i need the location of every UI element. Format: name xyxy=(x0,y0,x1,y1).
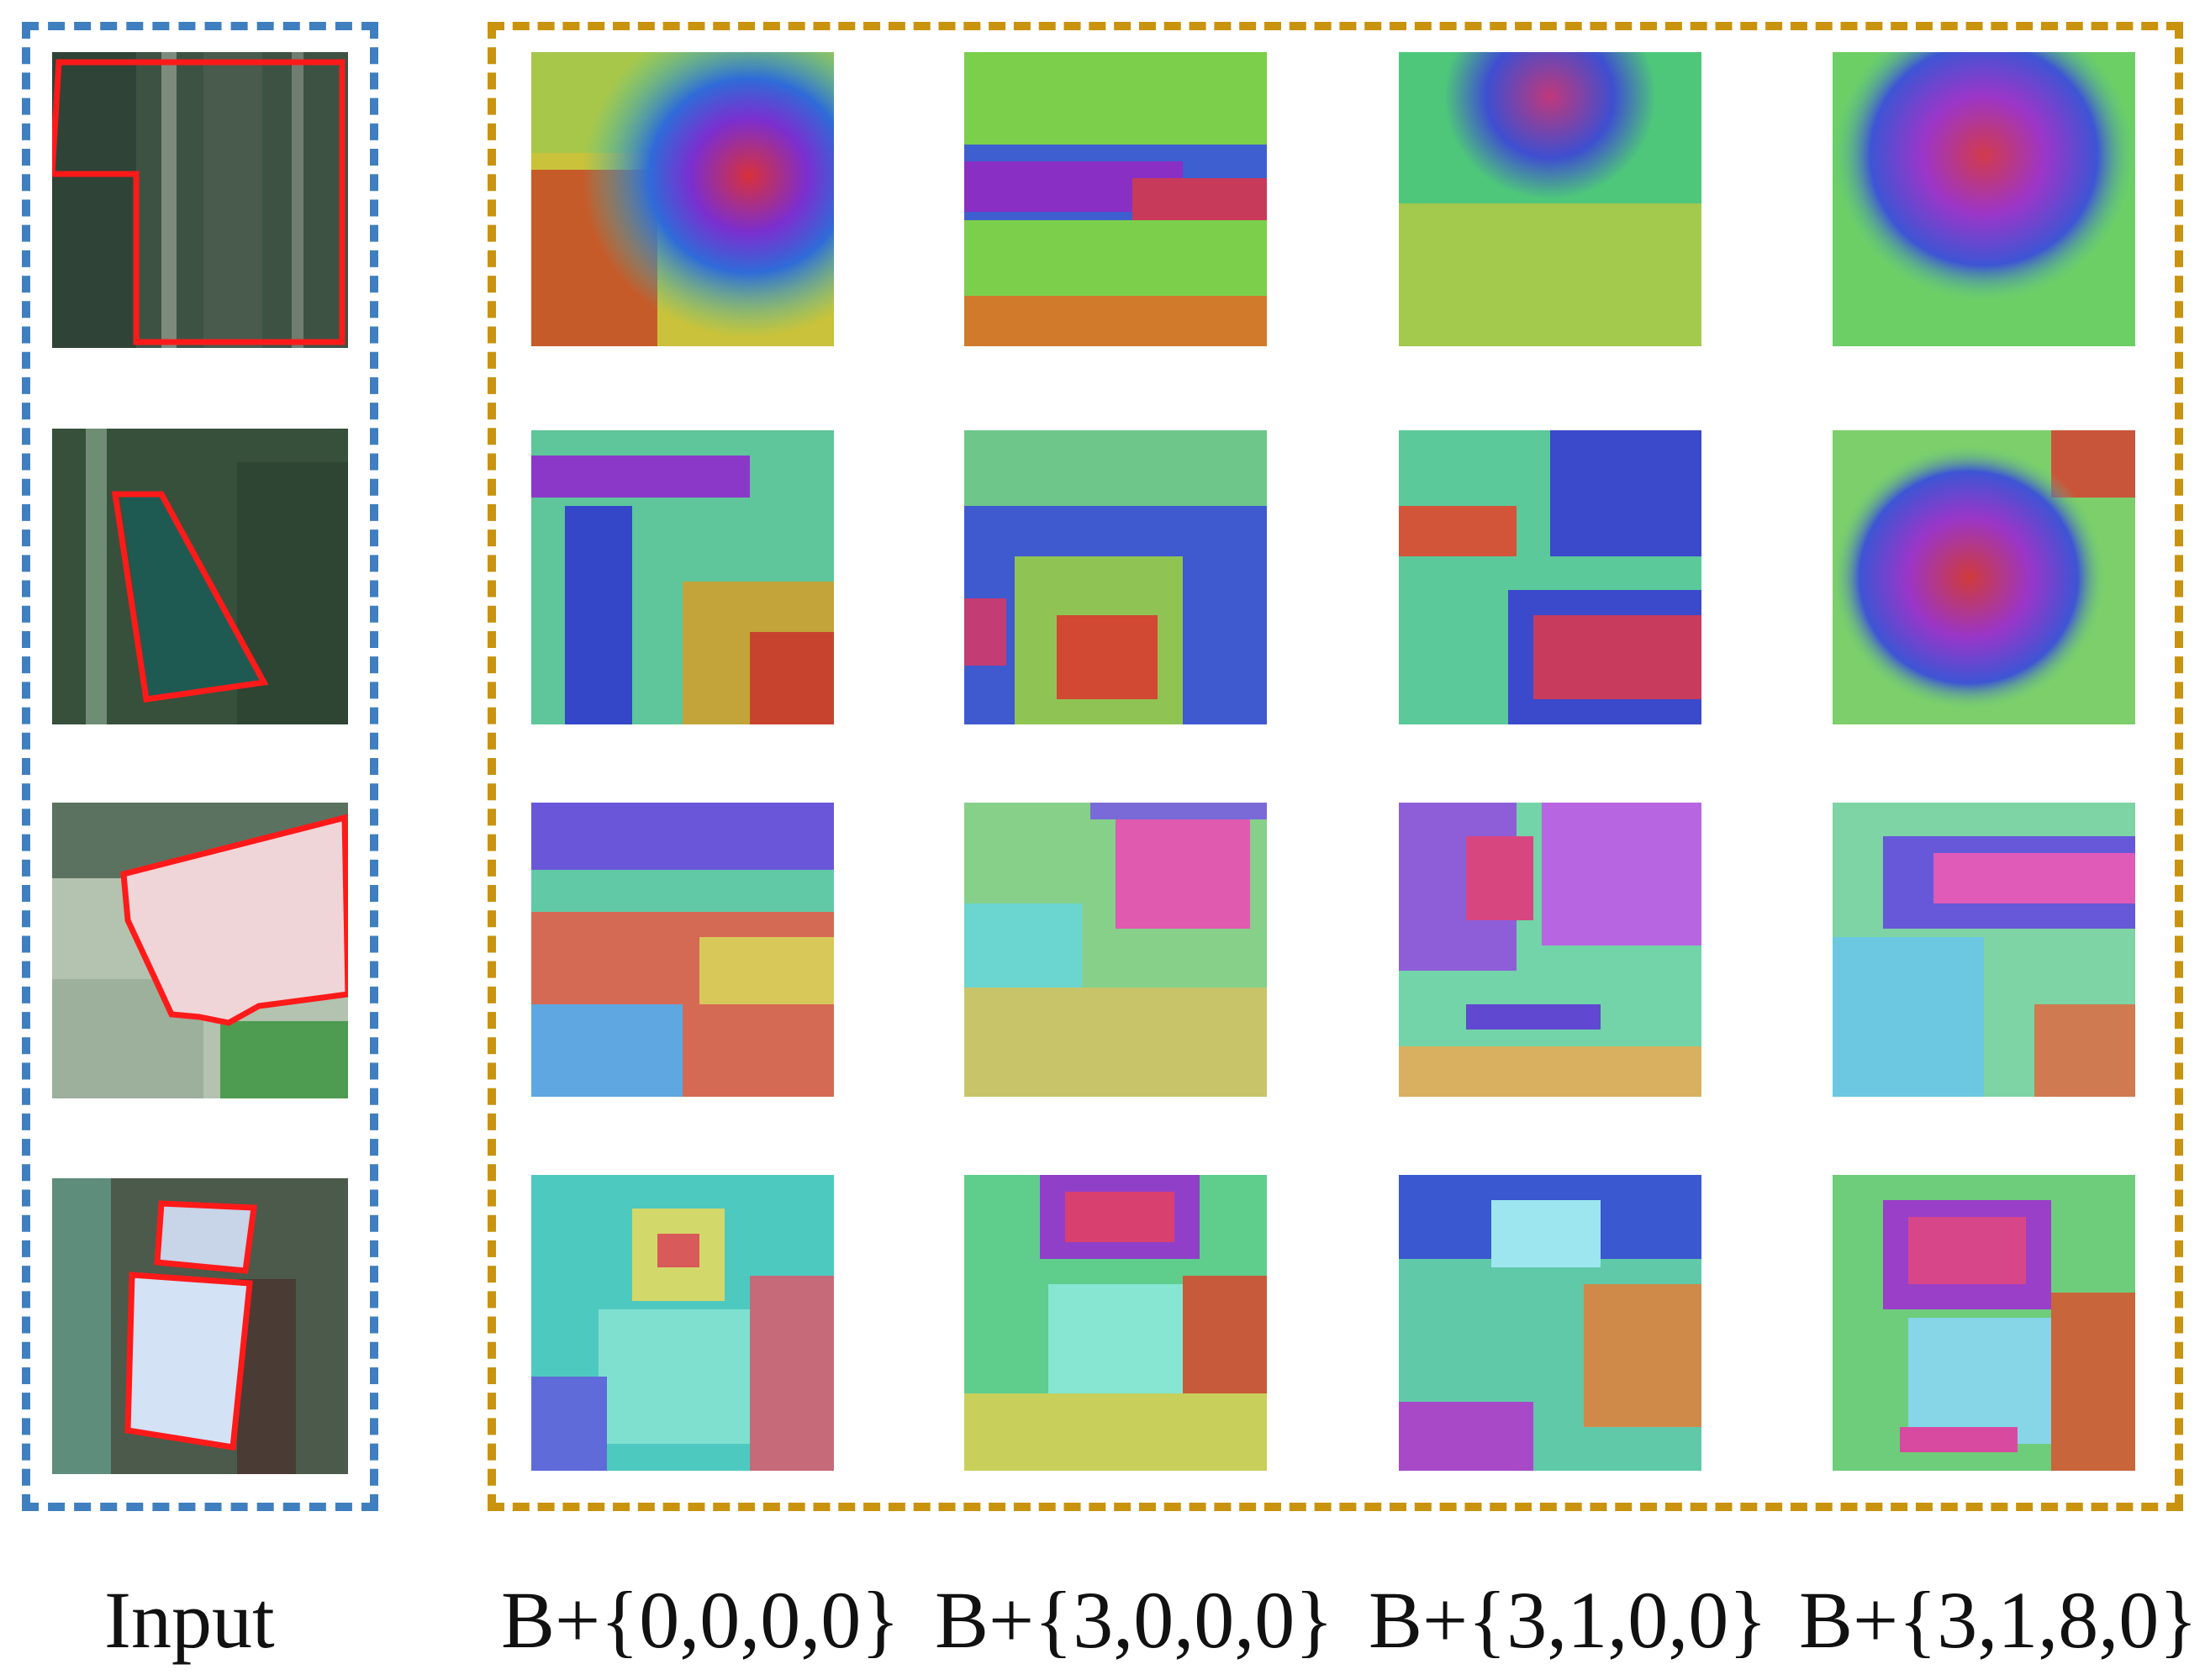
heatmap-row-1-col-1 xyxy=(531,52,834,346)
input-image-row-4 xyxy=(52,1178,348,1474)
heatmap-row-4-col-1 xyxy=(531,1175,834,1471)
heatmap-row-4-col-3 xyxy=(1399,1175,1701,1471)
column-label-config-4: B+{3,1,8,0} xyxy=(1799,1575,2198,1665)
column-label-config-2: B+{3,0,0,0} xyxy=(935,1575,1334,1665)
heatmap-row-2-col-2 xyxy=(964,430,1267,724)
heatmap-row-3-col-2 xyxy=(964,803,1267,1097)
column-label-config-3: B+{3,1,0,0} xyxy=(1369,1575,1768,1665)
heatmap-grid-frame xyxy=(488,22,2183,1511)
heatmap-row-4-col-4 xyxy=(1833,1175,2135,1471)
heatmap-row-1-col-3 xyxy=(1399,52,1701,346)
heatmap-row-2-col-4 xyxy=(1833,430,2135,724)
column-label-input: Input xyxy=(104,1575,275,1665)
heatmap-row-4-col-2 xyxy=(964,1175,1267,1471)
input-column-frame xyxy=(22,22,378,1511)
heatmap-row-1-col-2 xyxy=(964,52,1267,346)
heatmap-row-1-col-4 xyxy=(1833,52,2135,346)
heatmap-row-3-col-3 xyxy=(1399,803,1701,1097)
heatmap-row-3-col-1 xyxy=(531,803,834,1097)
column-label-config-1: B+{0,0,0,0} xyxy=(501,1575,900,1665)
input-image-row-3 xyxy=(52,803,348,1098)
heatmap-row-2-col-3 xyxy=(1399,430,1701,724)
heatmap-row-3-col-4 xyxy=(1833,803,2135,1097)
input-image-row-1 xyxy=(52,52,348,348)
input-image-row-2 xyxy=(52,429,348,724)
heatmap-row-2-col-1 xyxy=(531,430,834,724)
